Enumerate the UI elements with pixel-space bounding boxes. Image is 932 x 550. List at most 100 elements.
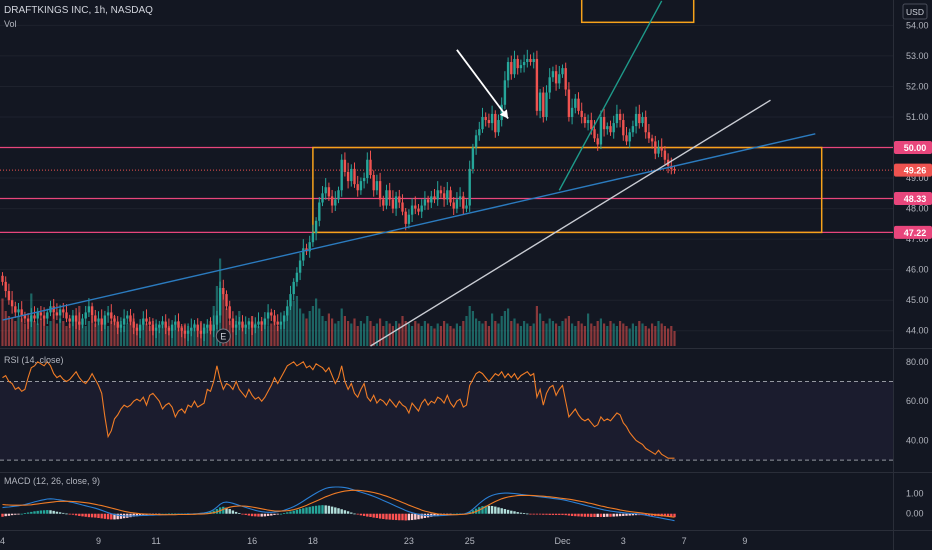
- macd-histogram-bar: [382, 513, 385, 520]
- candle-body: [612, 123, 615, 133]
- volume-bar: [574, 326, 577, 346]
- price-tick-label: 51.00: [906, 112, 929, 122]
- volume-bar: [123, 326, 126, 346]
- volume-bar: [609, 321, 612, 346]
- macd-histogram-bar: [65, 513, 68, 515]
- macd-histogram-bar: [106, 513, 110, 520]
- candle-body: [36, 312, 39, 319]
- macd-histogram-bar: [260, 513, 263, 517]
- macd-histogram-bar: [42, 510, 46, 514]
- volume-bar: [260, 321, 263, 346]
- candle-body: [52, 306, 55, 313]
- volume-bar: [404, 321, 407, 346]
- macd-histogram-bar: [68, 513, 71, 515]
- volume-bar: [241, 323, 244, 346]
- volume-bar: [244, 326, 247, 346]
- volume-bar: [423, 321, 426, 346]
- candle-body: [116, 321, 119, 328]
- candle-body: [657, 147, 660, 154]
- candle-body: [212, 324, 215, 331]
- volume-bar: [356, 326, 359, 346]
- last-price-label: 49.26: [904, 166, 927, 176]
- candle-body: [190, 327, 193, 331]
- volume-bar: [468, 306, 471, 346]
- candle-body: [574, 98, 577, 108]
- trendline-blue: [2, 133, 816, 321]
- volume-bar: [43, 316, 46, 346]
- candle-body: [193, 324, 196, 328]
- macd-histogram-bar: [545, 513, 548, 515]
- time-tick-label: 25: [465, 536, 475, 546]
- macd-histogram-bar: [599, 513, 603, 517]
- currency-badge-frame[interactable]: [902, 3, 928, 20]
- currency-badge[interactable]: USD: [906, 7, 924, 17]
- macd-histogram-bar: [113, 513, 116, 520]
- candle-body: [567, 89, 571, 117]
- time-tick-label: 11: [151, 536, 160, 546]
- candle-body: [634, 113, 638, 127]
- volume-legend[interactable]: Vol: [4, 19, 17, 29]
- volume-bar: [247, 321, 250, 346]
- candle-body: [340, 159, 343, 191]
- macd-histogram-bar: [436, 513, 439, 516]
- macd-histogram-bar: [388, 513, 391, 520]
- time-tick-label: Dec: [554, 536, 571, 546]
- candle-body: [638, 113, 641, 124]
- candle-body: [321, 193, 324, 203]
- volume-bar: [599, 318, 602, 346]
- volume-bar: [87, 321, 90, 346]
- volume-bar: [619, 321, 622, 346]
- time-tick-label: 9: [96, 536, 101, 546]
- macd-histogram-bar: [513, 511, 516, 514]
- volume-bar: [363, 323, 366, 346]
- volume-bar: [49, 321, 52, 346]
- candle-body: [14, 306, 17, 313]
- candle-body: [4, 281, 7, 292]
- candle-body: [449, 190, 452, 203]
- candle-body: [65, 312, 68, 319]
- macd-histogram-bar: [490, 505, 494, 514]
- volume-bar: [395, 321, 398, 346]
- macd-histogram-bar: [471, 510, 475, 514]
- candle-body: [385, 190, 388, 206]
- candle-body: [238, 321, 241, 325]
- volume-bar: [398, 323, 401, 346]
- time-tick-label: 3: [621, 536, 626, 546]
- volume-bar: [321, 316, 324, 346]
- volume-bar: [452, 328, 455, 346]
- macd-histogram-bar: [23, 513, 27, 514]
- volume-bar: [535, 306, 538, 346]
- rsi-legend[interactable]: RSI (14, close): [4, 355, 64, 365]
- macd-histogram-bar: [570, 513, 574, 516]
- macd-histogram-bar: [244, 513, 247, 515]
- macd-histogram-bar: [321, 505, 324, 514]
- candle-body: [39, 312, 43, 316]
- macd-histogram-bar: [74, 513, 78, 516]
- macd-histogram-bar: [298, 509, 302, 514]
- volume-bar: [286, 311, 289, 346]
- macd-histogram-bar: [558, 513, 561, 515]
- chart-title[interactable]: DRAFTKINGS INC, 1h, NASDAQ: [4, 5, 153, 16]
- candle-body: [270, 312, 273, 316]
- macd-histogram-bar: [628, 513, 631, 516]
- level-price-tag: [894, 192, 932, 206]
- volume-bar: [81, 323, 84, 346]
- volume-bar: [478, 321, 481, 346]
- candle-body: [87, 306, 91, 313]
- macd-legend[interactable]: MACD (12, 26, close, 9): [4, 476, 100, 486]
- candle-body: [135, 327, 139, 331]
- volume-bar: [366, 316, 369, 346]
- volume-bar: [446, 323, 449, 346]
- candle-body: [513, 58, 516, 75]
- volume-bar: [100, 318, 103, 346]
- rsi-tick-label: 80.00: [906, 357, 929, 367]
- candle-body: [254, 324, 257, 328]
- level-price-label: 47.22: [904, 228, 927, 238]
- candle-body: [647, 132, 651, 139]
- volume-bar: [564, 318, 567, 346]
- volume-bar: [167, 326, 170, 346]
- macd-histogram-bar: [452, 513, 455, 515]
- macd-histogram-bar: [497, 507, 500, 514]
- price-tick-label: 45.00: [906, 295, 929, 305]
